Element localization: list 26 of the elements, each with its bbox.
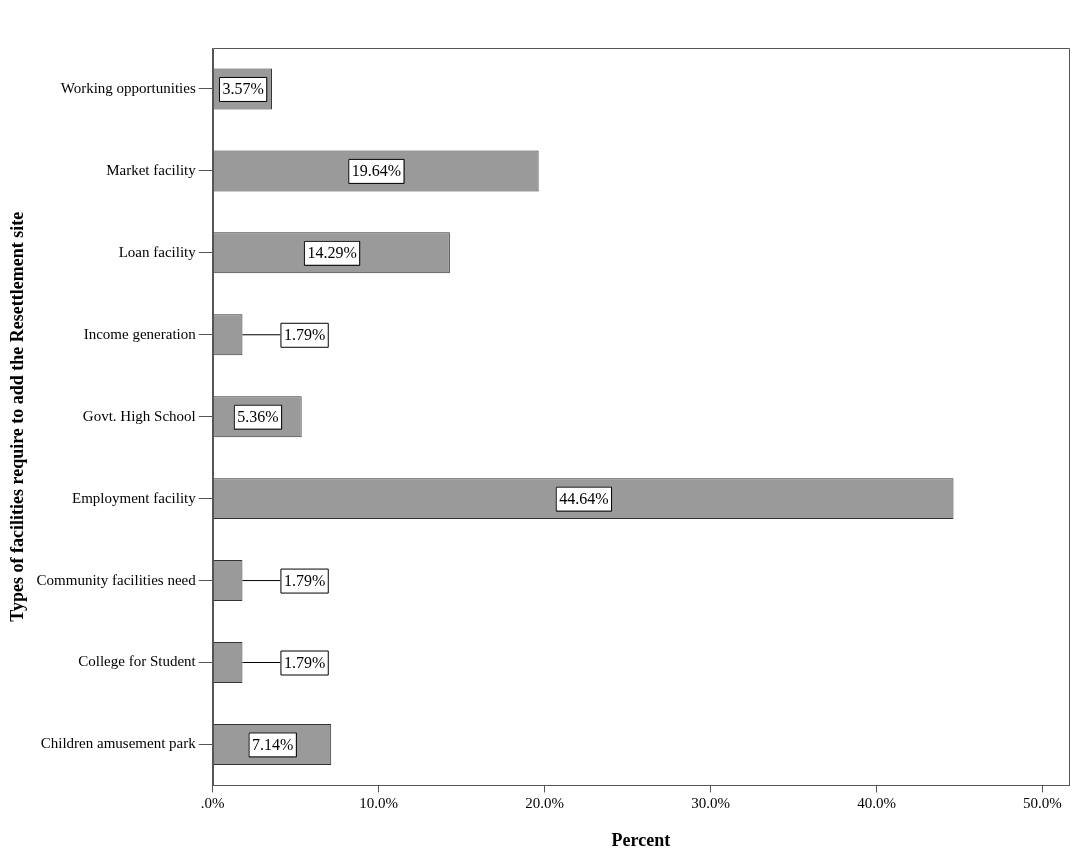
x-tick-label: 30.0% [691, 795, 730, 812]
data-label: 1.79% [283, 571, 326, 589]
data-label: 5.36% [237, 407, 279, 425]
x-tick-label: 40.0% [857, 795, 896, 812]
y-tick-label: College for Student [78, 653, 197, 670]
x-tick-label: 20.0% [525, 795, 564, 812]
y-tick-label: Loan facility [118, 243, 197, 260]
y-tick-label: Employment facility [72, 489, 197, 506]
data-label: 1.79% [283, 653, 326, 671]
x-tick-label: .0% [200, 795, 225, 812]
y-axis-title: Types of facilities require to add the Resettlement site [7, 211, 28, 622]
y-tick-label: Govt. High School [82, 407, 196, 424]
y-tick-label: Community facilities need [36, 571, 197, 588]
data-label: 44.64% [559, 489, 609, 507]
y-tick-label: Children amusement park [40, 735, 197, 752]
x-tick-label: 10.0% [359, 795, 399, 812]
data-label: 1.79% [283, 325, 326, 343]
data-label: 7.14% [252, 735, 294, 753]
y-tick-label: Income generation [83, 325, 197, 342]
x-axis-title: Percent [611, 829, 671, 850]
data-label: 19.64% [351, 162, 402, 180]
data-label: 14.29% [307, 244, 357, 262]
y-tick-label: Market facility [106, 161, 197, 178]
data-label: 3.57% [222, 80, 264, 98]
x-tick-label: 50.0% [1023, 795, 1062, 812]
y-tick-label: Working opportunities [60, 79, 196, 96]
